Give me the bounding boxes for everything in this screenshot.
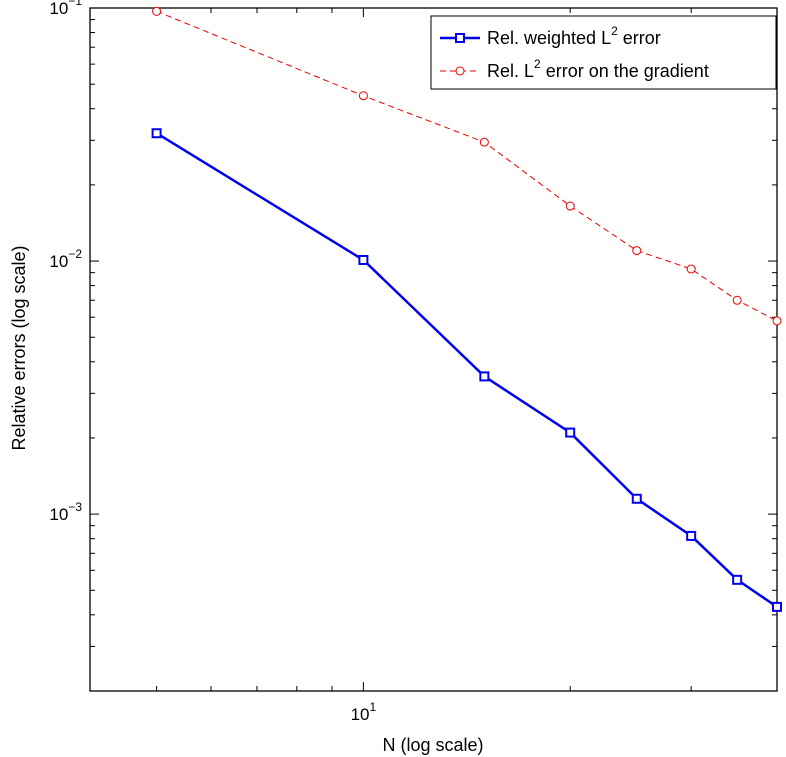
- y-tick-label: 10−1: [49, 0, 82, 18]
- y-axis-label: Relative errors (log scale): [9, 245, 29, 450]
- series-1-point: [772, 601, 782, 612]
- legend-swatch-marker-2: [455, 66, 465, 76]
- series-1-point: [479, 371, 490, 382]
- series-1-point: [151, 128, 162, 139]
- series-2-point: [479, 137, 489, 147]
- series-2-line: [156, 10, 778, 322]
- legend-label-2: Rel. L2 error on the gradient: [487, 57, 709, 81]
- series-2-point: [565, 201, 575, 211]
- series-1-point: [631, 493, 642, 504]
- x-axis-label: N (log scale): [382, 735, 483, 755]
- x-tick-label: 101: [351, 700, 377, 724]
- series-2-point: [732, 295, 742, 305]
- plot-area: [89, 7, 778, 692]
- series-1-line: [155, 132, 778, 608]
- legend-label-1: Rel. weighted L2 error: [487, 24, 661, 48]
- legend-box: [430, 15, 777, 90]
- legend-swatch-marker-1: [455, 33, 465, 43]
- series-2-point: [686, 264, 696, 274]
- series-1-point: [732, 574, 743, 585]
- series-1-point: [565, 427, 576, 438]
- series-2-point: [632, 246, 642, 256]
- y-tick-label: 10−3: [49, 500, 82, 524]
- series-2-point: [772, 316, 782, 326]
- y-tick-label: 10−2: [49, 247, 82, 271]
- series-1-point: [686, 530, 697, 541]
- series-1-point: [358, 254, 369, 265]
- series-2-point: [152, 6, 162, 16]
- legend: Rel. weighted L2 error Rel. L2 error on …: [430, 15, 777, 90]
- series-2-point: [358, 91, 368, 101]
